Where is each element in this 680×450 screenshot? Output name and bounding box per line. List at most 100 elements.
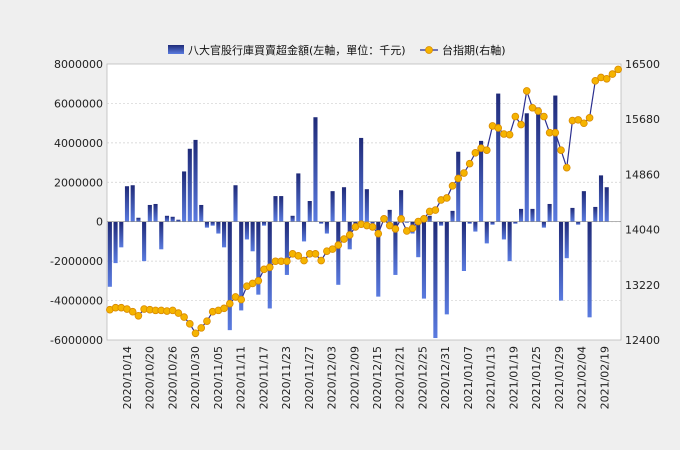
bar (290, 215, 295, 222)
line-point (340, 235, 348, 243)
line-point (180, 313, 188, 321)
bar (244, 221, 249, 240)
line-point (574, 116, 582, 124)
bar (484, 221, 489, 244)
line-point (265, 263, 274, 272)
line-point (300, 256, 308, 265)
left-axis-tick-label: 2000000 (54, 176, 103, 189)
line-point (397, 215, 405, 223)
line-point (311, 250, 320, 258)
bar (576, 221, 581, 225)
left-axis-tick-label: -6000000 (50, 334, 103, 347)
line-point (380, 215, 388, 223)
bar (507, 221, 512, 262)
x-axis-tick-label: 2020/11/11 (235, 346, 248, 409)
bar (159, 221, 164, 250)
bar (570, 207, 575, 222)
bar-series (107, 93, 609, 339)
x-axis-tick-label: 2020/10/30 (189, 346, 202, 409)
line-point (237, 295, 246, 304)
line-point (197, 324, 206, 332)
bar (416, 221, 421, 258)
bar (393, 221, 398, 275)
line-point (391, 225, 400, 233)
line-point (328, 245, 337, 253)
bar (541, 221, 546, 228)
left-axis-tick-label: -2000000 (50, 255, 103, 268)
line-point (557, 146, 565, 154)
bar (558, 221, 564, 301)
line-point (511, 112, 520, 121)
line-point (368, 223, 377, 231)
line-point (385, 221, 394, 230)
bar (564, 221, 569, 259)
bar (376, 221, 381, 297)
line-point (517, 120, 525, 129)
bar (399, 190, 404, 222)
left-axis-tick-label: 4000000 (54, 137, 103, 150)
bar (501, 221, 506, 240)
x-axis-tick-label: 2021/02/04 (576, 346, 589, 409)
line-point (580, 119, 588, 128)
x-axis-tick-label: 2021/01/29 (553, 346, 566, 409)
bar (227, 221, 232, 331)
x-axis-tick-label: 2021/01/13 (485, 346, 498, 409)
bar (370, 221, 375, 224)
bar (124, 186, 130, 222)
bar (130, 185, 135, 222)
line-point (374, 229, 383, 238)
legend-line-marker (425, 46, 433, 54)
line-point (294, 252, 303, 260)
bar (444, 221, 449, 315)
bar (182, 171, 187, 222)
line-point (551, 128, 560, 137)
line-point (471, 149, 480, 157)
bar (479, 140, 484, 222)
x-axis-tick-label: 2020/11/17 (257, 346, 270, 409)
bar (142, 221, 147, 262)
bar (204, 221, 210, 228)
x-axis-tick-label: 2020/10/26 (166, 346, 179, 409)
bar (364, 189, 369, 222)
x-axis-tick-label: 2020/12/03 (326, 346, 339, 409)
bar (153, 203, 158, 222)
line-point (528, 103, 537, 112)
line-point (608, 70, 617, 78)
right-axis-tick-label: 14860 (625, 168, 660, 181)
line-point (602, 75, 611, 83)
line-point (465, 159, 474, 168)
bar (164, 215, 170, 222)
bar (598, 175, 604, 222)
bar (296, 173, 301, 222)
bar (359, 137, 364, 222)
right-axis-tick-label: 15680 (625, 113, 660, 126)
right-axis-tick-label: 14040 (625, 224, 660, 237)
line-point (505, 130, 514, 139)
bar (547, 203, 552, 222)
bar (518, 208, 524, 222)
line-point (128, 307, 137, 316)
bar (530, 208, 535, 222)
bar (421, 221, 427, 299)
line-point (614, 65, 622, 74)
line-point (317, 256, 325, 265)
bar (222, 221, 227, 248)
x-axis-tick-label: 2021/01/19 (507, 346, 520, 409)
bar (187, 148, 192, 222)
line-series (106, 65, 622, 338)
bar (199, 204, 204, 222)
bar (193, 139, 198, 222)
line-point (283, 257, 291, 266)
bar (256, 221, 261, 295)
bar (176, 219, 181, 222)
legend-bar-label: 八大官股行庫買賣超金額(左軸，單位：千元) (188, 43, 406, 57)
line-point (225, 299, 234, 308)
bar (330, 191, 335, 222)
line-point (345, 231, 354, 239)
bar (536, 107, 541, 222)
bar (581, 191, 586, 222)
bar (593, 206, 598, 222)
left-axis-tick-label: 0 (96, 216, 103, 229)
x-axis-tick-label: 2020/11/05 (212, 346, 225, 409)
bar (107, 221, 112, 287)
